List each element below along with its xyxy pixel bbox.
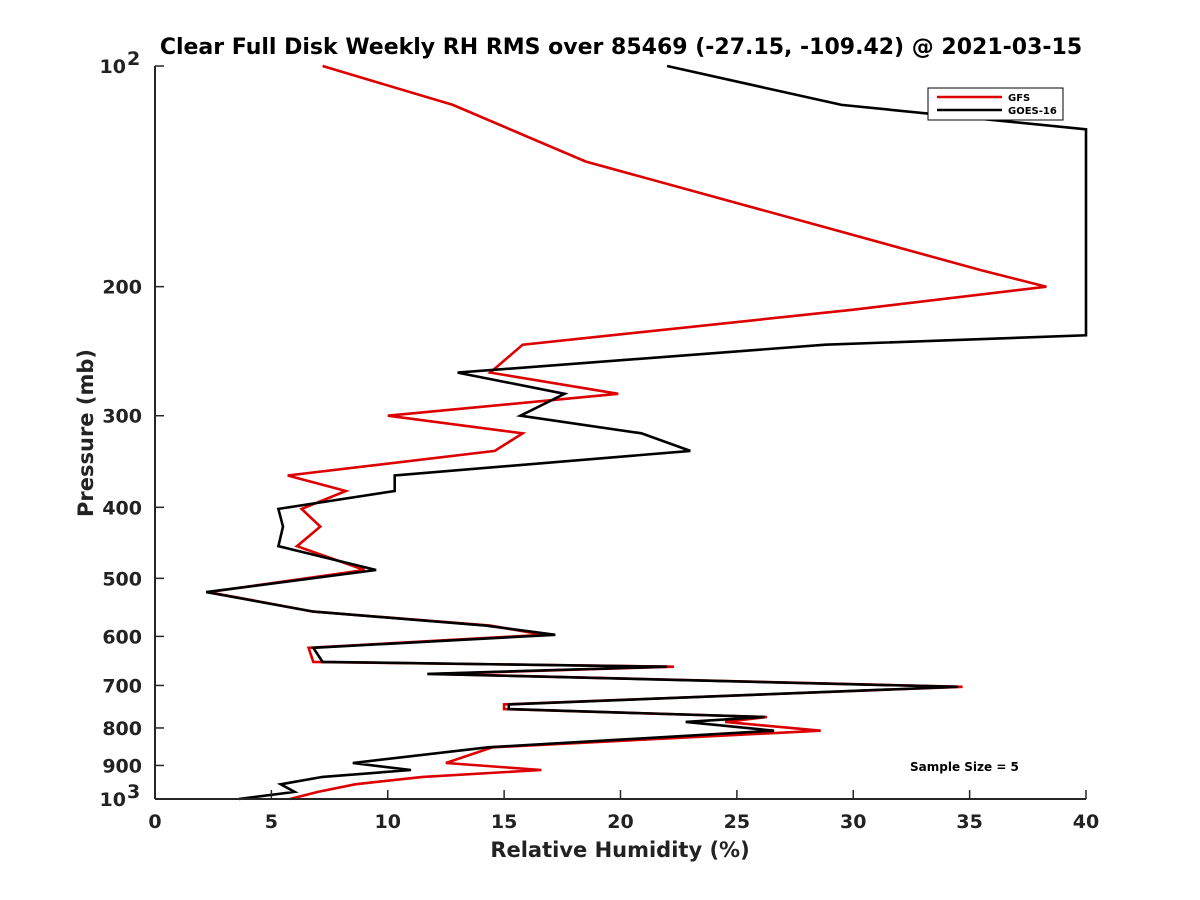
y-axis-label: Pressure (mb)	[74, 349, 98, 517]
x-tick-label: 25	[724, 811, 750, 833]
x-tick-label: 0	[148, 811, 161, 833]
x-tick-label: 15	[491, 811, 517, 833]
y-tick-label: 900	[102, 755, 142, 777]
y-tick-label: 400	[102, 497, 142, 519]
sample-size-annotation: Sample Size = 5	[910, 760, 1019, 774]
x-tick-label: 40	[1073, 811, 1099, 833]
y-tick-label: 700	[102, 675, 142, 697]
x-axis-label: Relative Humidity (%)	[490, 838, 749, 862]
y-tick-exponent: 2	[127, 48, 140, 70]
x-ticks: 0 5 10 15 20 25 30 35 40	[148, 790, 1099, 833]
plot-area: 0 5 10 15 20 25 30 35 40 10 220030040050060070080…	[100, 48, 1100, 833]
x-tick-label: 35	[956, 811, 982, 833]
y-tick-label: 600	[102, 626, 142, 648]
legend-label-gfs: GFS	[1008, 93, 1030, 104]
x-tick-label: 5	[265, 811, 278, 833]
y-tick-label: 500	[102, 568, 142, 590]
y-tick-label: 200	[102, 277, 142, 299]
axes-background	[155, 66, 1086, 799]
y-tick-exponent: 3	[127, 781, 140, 803]
legend-label-goes16: GOES-16	[1008, 106, 1057, 117]
legend: GFS GOES-16	[927, 87, 1064, 121]
x-tick-label: 10	[375, 811, 401, 833]
y-tick-label: 10	[100, 789, 126, 811]
chart-title: Clear Full Disk Weekly RH RMS over 85469…	[160, 35, 1082, 60]
series-line-goes16	[205, 64, 1088, 801]
y-tick-label: 300	[102, 406, 142, 428]
x-tick-label: 30	[840, 811, 866, 833]
legend-box	[927, 87, 1064, 121]
y-tick-label: 10	[100, 56, 126, 78]
x-tick-label: 20	[607, 811, 633, 833]
y-tick-label: 800	[102, 718, 142, 740]
series-layer	[205, 64, 1088, 801]
